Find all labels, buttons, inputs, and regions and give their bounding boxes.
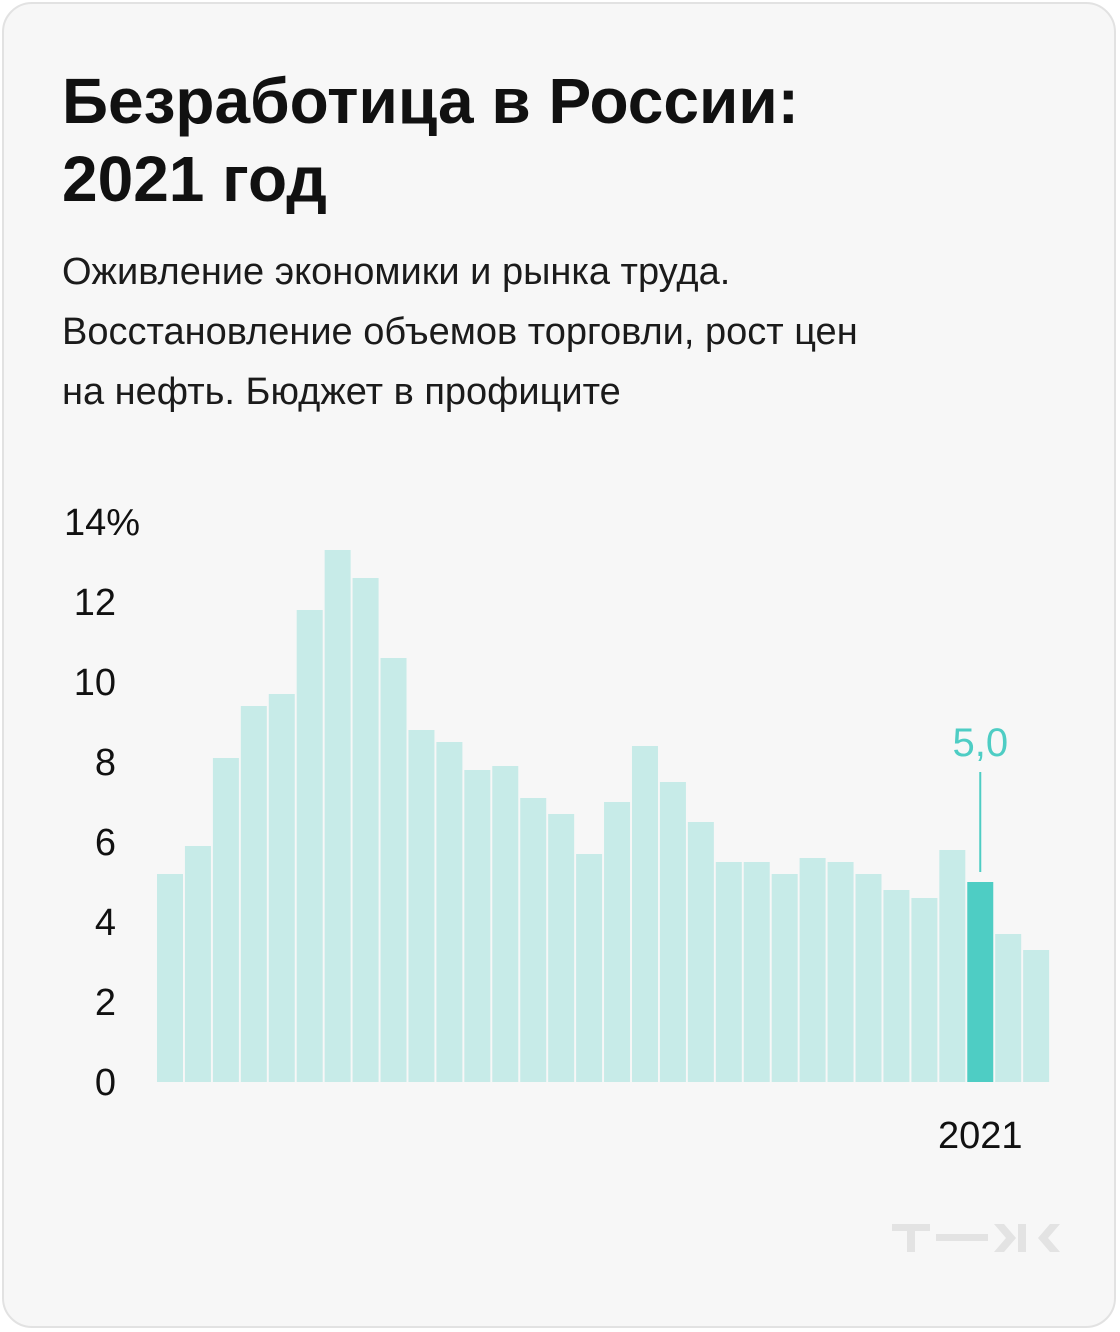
- tzh-logo-icon: [892, 1224, 1060, 1252]
- bar: [715, 862, 742, 1082]
- bar: [408, 730, 435, 1082]
- bar: [631, 746, 658, 1082]
- bar: [939, 850, 966, 1082]
- bar: [157, 874, 183, 1082]
- bar: [995, 934, 1022, 1082]
- bar: [799, 858, 826, 1082]
- bar: [911, 898, 938, 1082]
- logo-zh-right: [1038, 1224, 1060, 1252]
- bar: [1023, 950, 1050, 1082]
- chart-subtitle: Оживление экономики и рынка труда. Восст…: [62, 242, 1072, 422]
- bar: [212, 758, 239, 1082]
- bar: [659, 782, 686, 1082]
- bar: [883, 890, 910, 1082]
- subtitle-line-2: Восстановление объемов торговли, рост це…: [62, 311, 858, 353]
- bar: [240, 706, 267, 1082]
- bar: [520, 798, 547, 1082]
- y-tick-label: 2: [95, 982, 116, 1024]
- x-axis: 2021: [938, 1115, 1023, 1157]
- y-tick-label: 12: [74, 582, 116, 624]
- bars: [157, 550, 1050, 1082]
- y-tick-label: 10: [74, 662, 116, 704]
- annotations: 5,0: [952, 721, 1008, 872]
- bar: [492, 766, 519, 1082]
- title-line-2: 2021 год: [62, 143, 327, 215]
- subtitle-line-3: на нефть. Бюджет в профиците: [62, 371, 621, 413]
- bar: [296, 610, 323, 1082]
- title-line-1: Безработица в России:: [62, 65, 799, 137]
- logo-zh-left: [994, 1224, 1016, 1252]
- chart-title: Безработица в России: 2021 год: [62, 62, 1062, 218]
- bar: [771, 874, 798, 1082]
- y-tick-label: 14%: [64, 502, 140, 544]
- x-tick-label: 2021: [938, 1115, 1023, 1157]
- y-tick-label: 8: [95, 742, 116, 784]
- bar: [464, 770, 491, 1082]
- bar: [548, 814, 575, 1082]
- bar: [576, 854, 603, 1082]
- bar: [380, 658, 407, 1082]
- logo-zh-stem: [1018, 1224, 1026, 1252]
- logo-t-stem: [907, 1224, 915, 1252]
- y-tick-label: 0: [95, 1062, 116, 1104]
- bar: [184, 846, 211, 1082]
- bar: [827, 862, 854, 1082]
- y-tick-label: 4: [95, 902, 116, 944]
- bar: [324, 550, 351, 1082]
- bar: [352, 578, 379, 1082]
- bar: [436, 742, 463, 1082]
- subtitle-line-1: Оживление экономики и рынка труда.: [62, 251, 731, 293]
- bar: [268, 694, 295, 1082]
- bar: [743, 862, 770, 1082]
- bar: [604, 802, 631, 1082]
- bar: [687, 822, 714, 1082]
- y-tick-label: 6: [95, 822, 116, 864]
- logo-dash: [936, 1234, 988, 1241]
- y-axis: 0 2 4 6 8 10 12 14%: [64, 502, 140, 1104]
- bar-highlight: [967, 882, 994, 1082]
- bar: [855, 874, 882, 1082]
- highlight-value-label: 5,0: [952, 721, 1008, 765]
